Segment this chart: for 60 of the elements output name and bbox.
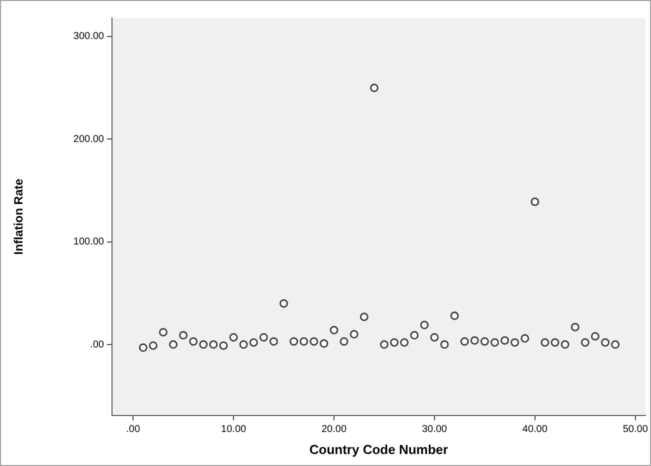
- point: [189, 337, 198, 346]
- point: [199, 340, 208, 349]
- point: [370, 84, 378, 92]
- y-tick-label: 100.00: [73, 236, 104, 248]
- y-tick-label: 300.00: [73, 31, 104, 42]
- point: [340, 337, 348, 346]
- point: [430, 333, 439, 342]
- point: [490, 338, 499, 347]
- point: [320, 339, 328, 348]
- x-tick-label: 40.00: [522, 424, 548, 436]
- point: [158, 328, 168, 336]
- point: [550, 338, 560, 347]
- point: [290, 337, 298, 346]
- x-tick-label: .00: [126, 424, 140, 436]
- point: [380, 340, 388, 349]
- point: [570, 322, 580, 332]
- x-tick-label: 10.00: [221, 424, 246, 436]
- y-tick-label: 200.00: [73, 134, 104, 145]
- x-tick-label: 30.00: [422, 424, 448, 436]
- point: [520, 334, 530, 343]
- point: [310, 337, 318, 346]
- point: [269, 337, 278, 346]
- point: [460, 337, 469, 346]
- point: [530, 198, 540, 206]
- point: [470, 336, 479, 345]
- point: [360, 312, 368, 322]
- y-axis-title: Inflation Rate: [12, 178, 26, 255]
- point: [560, 340, 570, 349]
- point: [390, 338, 399, 347]
- point: [580, 338, 590, 347]
- point: [229, 333, 238, 342]
- point: [148, 341, 158, 350]
- point: [420, 320, 429, 330]
- point: [510, 338, 520, 347]
- point: [400, 338, 409, 347]
- x-axis-title: Country Code Number: [309, 442, 448, 457]
- point: [169, 340, 178, 349]
- point: [350, 330, 358, 339]
- point: [600, 338, 610, 347]
- point: [280, 299, 288, 308]
- point: [410, 331, 419, 340]
- point: [611, 340, 620, 349]
- x-tick-label: 20.00: [321, 424, 347, 436]
- point: [540, 338, 550, 347]
- point: [480, 337, 489, 346]
- point: [330, 326, 338, 334]
- point: [500, 336, 510, 345]
- point: [209, 340, 218, 349]
- point: [239, 340, 248, 349]
- point: [179, 331, 188, 340]
- point: [590, 332, 600, 341]
- point: [138, 343, 148, 352]
- point: [259, 333, 268, 342]
- y-tick-label: .00: [90, 339, 104, 350]
- point: [450, 312, 459, 320]
- point: [300, 337, 308, 346]
- x-tick-label: 50.00: [622, 424, 648, 436]
- point: [249, 338, 258, 347]
- point: [440, 340, 449, 349]
- point: [219, 341, 228, 350]
